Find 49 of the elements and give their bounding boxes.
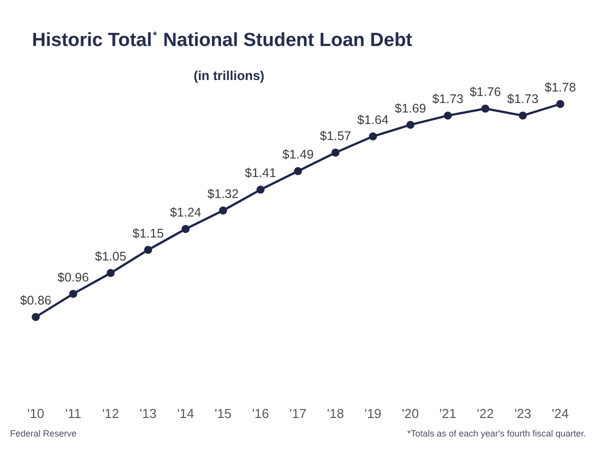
point <box>444 112 452 120</box>
point <box>556 100 564 108</box>
data-label: $1.05 <box>95 250 126 264</box>
x-tick-label: '24 <box>552 406 569 421</box>
point <box>256 186 265 194</box>
data-label: $1.64 <box>357 112 389 127</box>
chart-subtitle: (in trillions) <box>194 68 264 83</box>
point <box>294 167 302 176</box>
text: Federal Reserve <box>10 428 77 438</box>
x-tick-label: '12 <box>102 406 120 421</box>
point <box>32 313 40 321</box>
data-label: $1.78 <box>544 80 576 94</box>
chart-title: Historic Total* National Student Loan Debt <box>32 30 413 51</box>
text: *Totals as of each year's fourth fiscal quarter. <box>407 428 586 438</box>
data-label: $1.73 <box>432 92 464 106</box>
point <box>219 206 228 214</box>
x-tick-label: '11 <box>65 406 82 421</box>
data-label: $0.96 <box>58 270 89 284</box>
point <box>182 225 190 234</box>
point <box>481 104 490 113</box>
x-tick-label: '13 <box>140 406 157 421</box>
x-tick-label: '17 <box>290 406 306 421</box>
x-tick-label: '18 <box>326 406 344 421</box>
point <box>331 148 340 157</box>
point <box>144 246 152 254</box>
data-label: $1.76 <box>470 85 502 100</box>
data-label: $1.41 <box>244 166 276 180</box>
data-label: $1.69 <box>394 101 426 116</box>
point <box>106 269 115 278</box>
x-tick-label: '10 <box>27 406 44 421</box>
x-tick-label: '23 <box>514 406 532 421</box>
x-tick-label: '14 <box>177 406 194 421</box>
data-label: $1.32 <box>207 187 239 201</box>
x-tick-label: '16 <box>252 406 270 421</box>
point <box>368 132 377 140</box>
point <box>406 120 414 129</box>
x-tick-label: '21 <box>439 406 456 421</box>
x-tick-label: '22 <box>476 406 494 421</box>
data-label: $1.15 <box>132 226 164 240</box>
x-tick-label: '15 <box>214 406 232 421</box>
point <box>518 112 527 120</box>
data-label: $0.86 <box>20 294 52 308</box>
data-label: $1.73 <box>507 92 538 106</box>
x-tick-label: '20 <box>402 406 419 421</box>
data-label: $1.24 <box>170 206 202 220</box>
data-label: $1.49 <box>282 148 314 162</box>
data-label: $1.57 <box>320 129 352 144</box>
x-tick-label: '19 <box>364 406 382 421</box>
point <box>69 290 78 298</box>
